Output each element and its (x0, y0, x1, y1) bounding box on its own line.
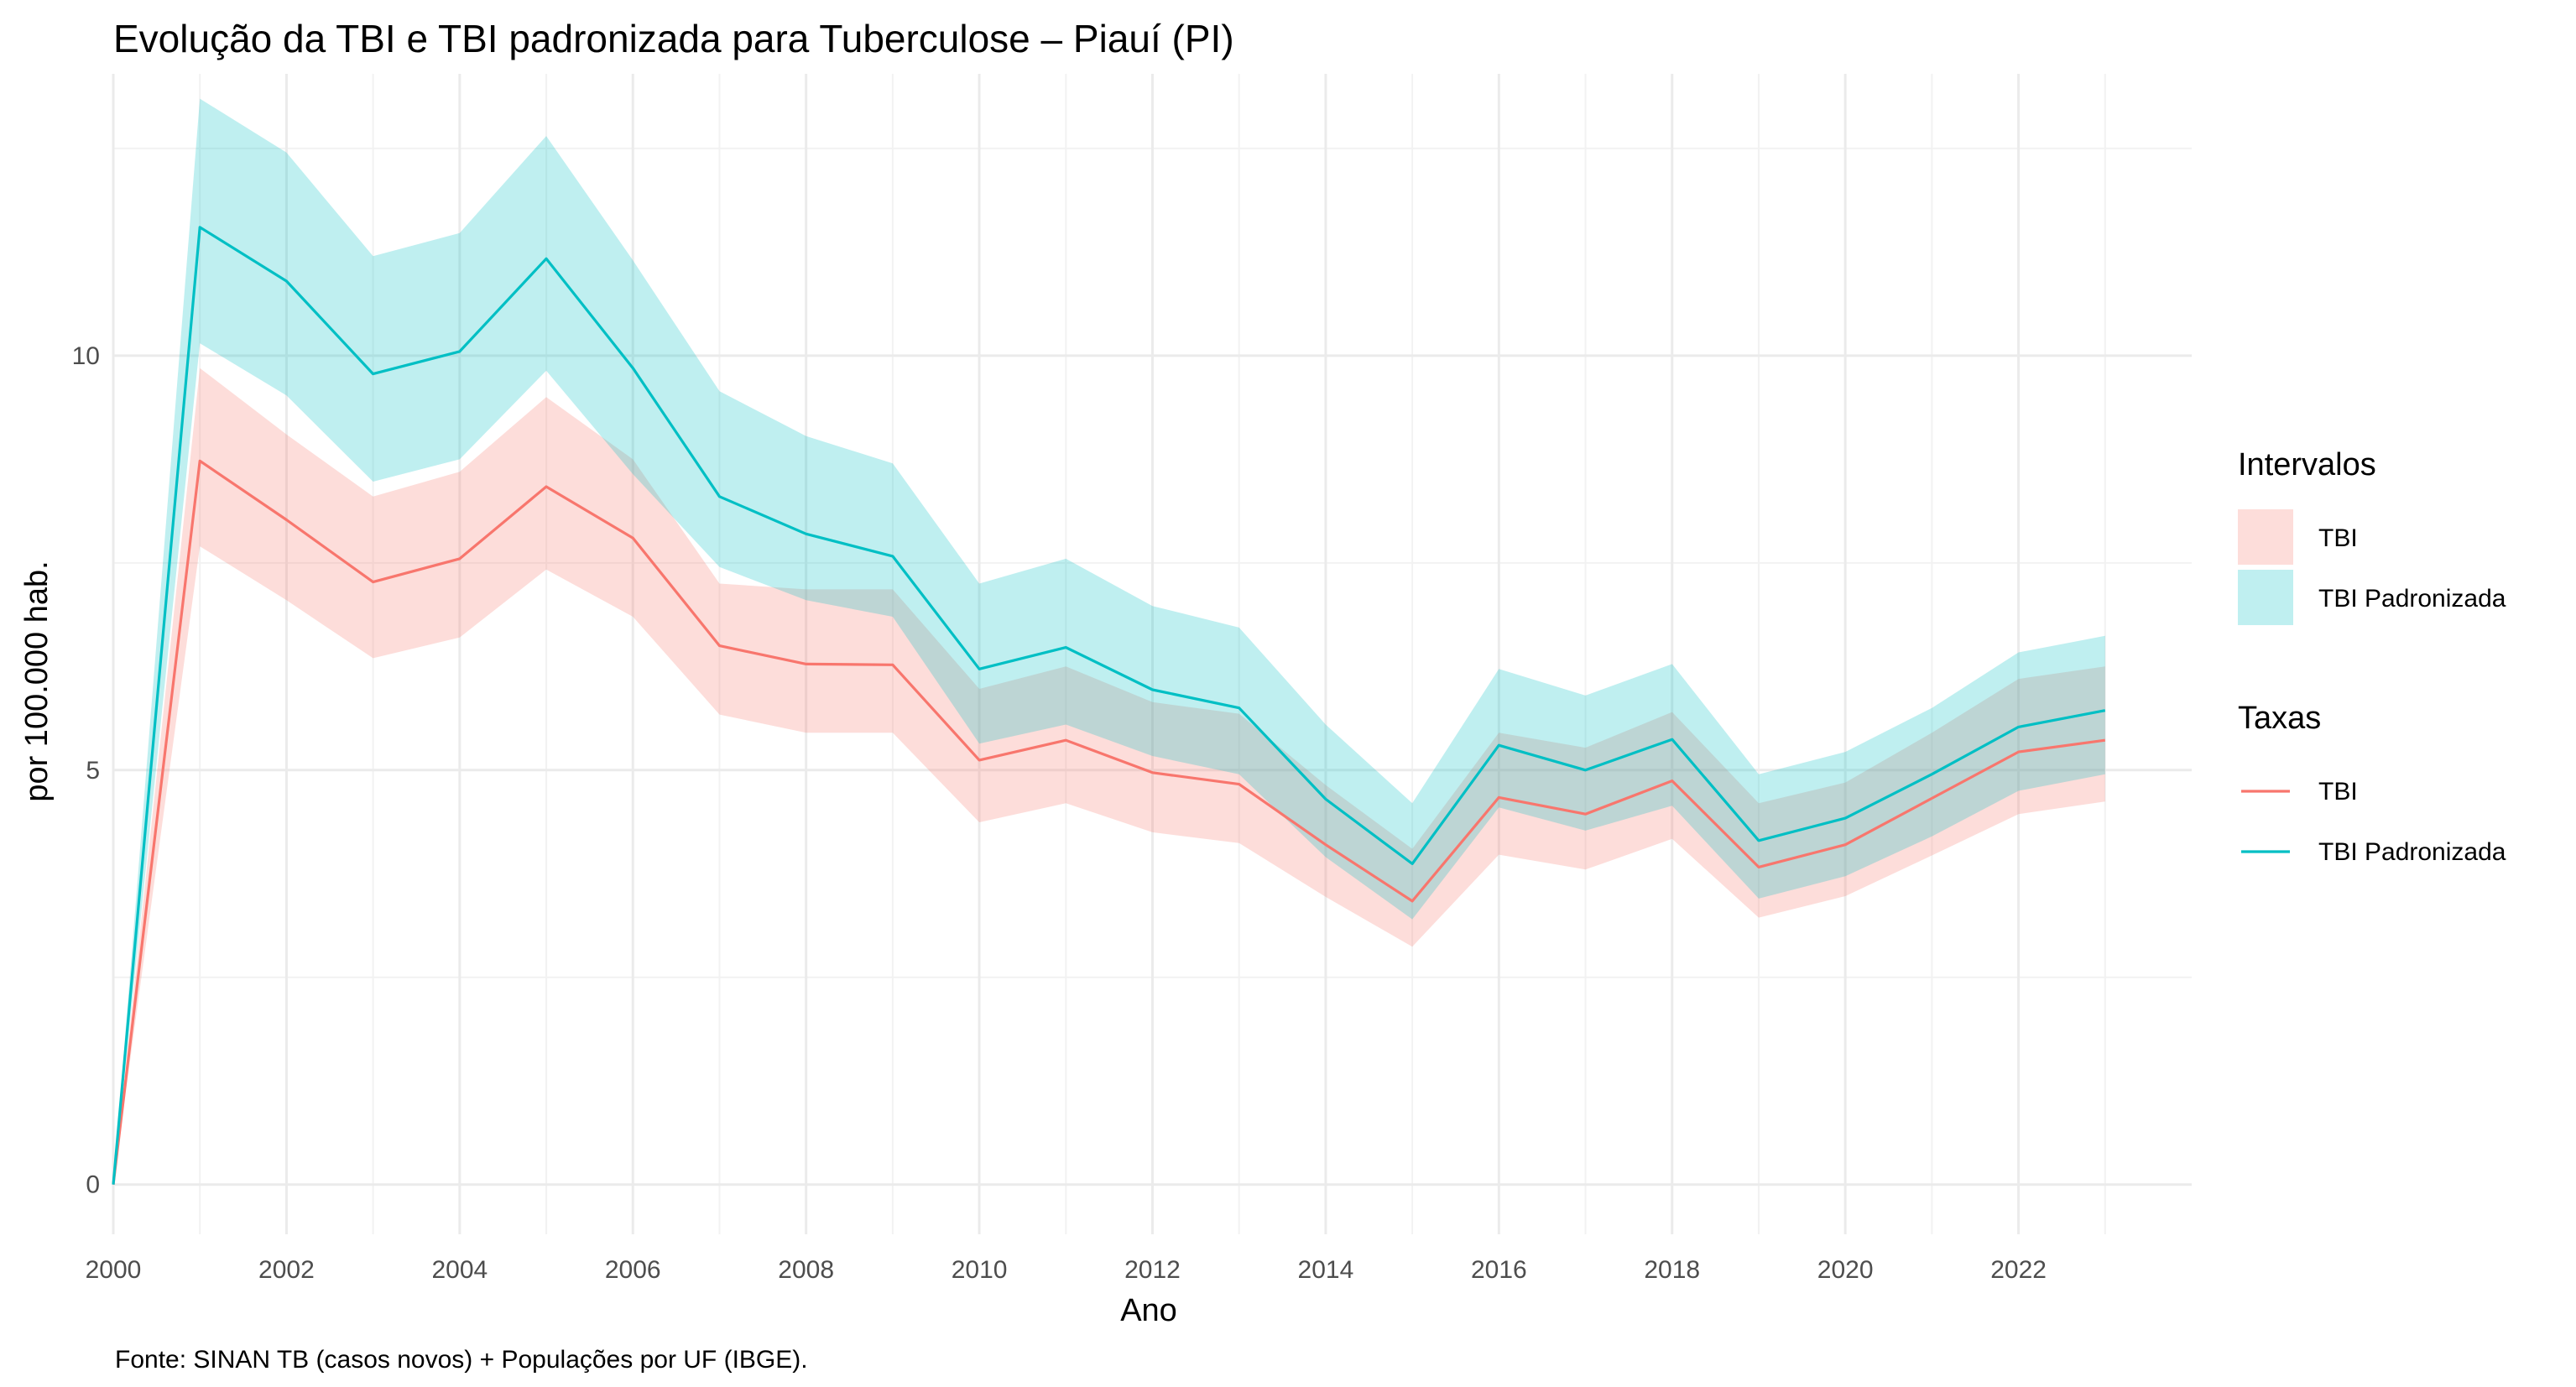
line-tbi (112, 459, 2106, 1185)
y-axis-ticks: 0 5 10 (72, 342, 100, 1199)
legend-key-ribbon (2238, 570, 2293, 625)
legend-key-ribbon (2238, 509, 2293, 565)
legend-title: Taxas (2238, 701, 2321, 736)
legend-title: Intervalos (2238, 447, 2376, 482)
grid-major (112, 74, 2192, 1234)
x-tick-label: 2000 (86, 1256, 142, 1284)
legend-intervalos: Intervalos TBI TBI Padronizada (2238, 447, 2506, 625)
y-axis-title: por 100.000 hab. (19, 561, 55, 801)
y-tick-label: 10 (72, 342, 100, 370)
x-tick-label: 2014 (1298, 1256, 1354, 1284)
x-tick-label: 2002 (258, 1256, 315, 1284)
x-tick-label: 2006 (605, 1256, 661, 1284)
ribbon-tbi (113, 368, 2105, 1185)
legend-label: TBI Padronizada (2318, 585, 2506, 613)
legend-label: TBI (2318, 524, 2358, 552)
x-axis-title: Ano (1120, 1293, 1177, 1328)
legend-label: TBI Padronizada (2318, 838, 2506, 866)
x-tick-label: 2016 (1471, 1256, 1527, 1284)
x-tick-label: 2022 (1990, 1256, 2047, 1284)
line-tbi-padronizada (112, 226, 2106, 1185)
x-tick-label: 2008 (778, 1256, 834, 1284)
x-tick-label: 2004 (431, 1256, 488, 1284)
confidence-ribbons (113, 98, 2105, 1185)
x-tick-label: 2020 (1817, 1256, 1874, 1284)
chart-title: Evolução da TBI e TBI padronizada para T… (113, 17, 1234, 60)
x-tick-label: 2010 (952, 1256, 1008, 1284)
legend-taxas: Taxas TBI TBI Padronizada (2238, 701, 2506, 866)
y-tick-label: 0 (86, 1171, 100, 1199)
legend-label: TBI (2318, 778, 2358, 806)
chart-caption: Fonte: SINAN TB (casos novos) + Populaçõ… (115, 1346, 808, 1374)
ribbon-tbi-padronizada (113, 98, 2105, 1185)
x-axis-ticks: 2000 2002 2004 2006 2008 2010 2012 2014 2016 2018… (86, 1256, 2047, 1284)
x-tick-label: 2012 (1124, 1256, 1181, 1284)
x-tick-label: 2018 (1644, 1256, 1700, 1284)
y-tick-label: 5 (86, 757, 100, 785)
series-lines (112, 226, 2106, 1185)
